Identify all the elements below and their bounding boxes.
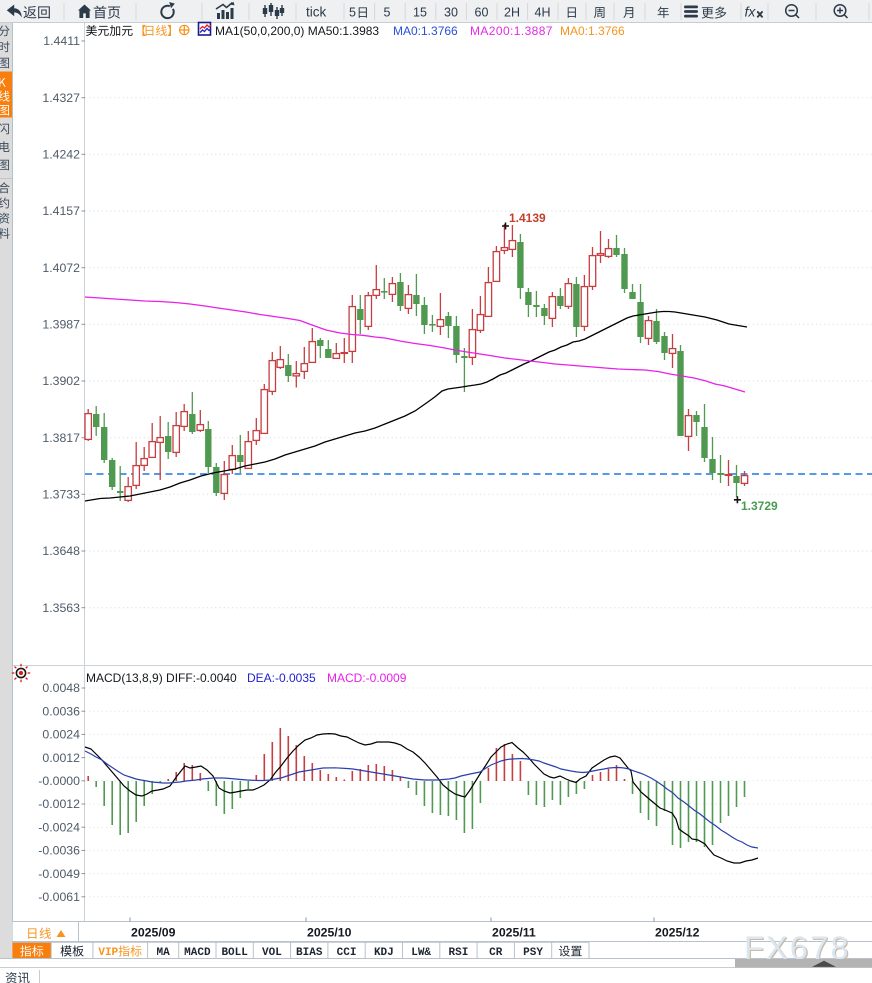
svg-text:1.3817: 1.3817 (42, 431, 80, 445)
svg-text:15: 15 (413, 6, 427, 20)
svg-text:1.4242: 1.4242 (42, 148, 80, 162)
svg-text:1.3729: 1.3729 (741, 499, 778, 513)
svg-text:30: 30 (444, 6, 458, 20)
svg-text:tick: tick (306, 5, 327, 20)
svg-text:0.0012: 0.0012 (42, 751, 80, 765)
svg-text:5: 5 (384, 6, 391, 20)
svg-text:5: 5 (349, 6, 356, 20)
svg-text:DEA:-0.0035: DEA:-0.0035 (247, 671, 316, 685)
svg-text:CR: CR (489, 947, 503, 959)
svg-text:0.0036: 0.0036 (42, 704, 80, 718)
svg-text:2H: 2H (504, 6, 520, 20)
svg-text:BIAS: BIAS (296, 947, 323, 959)
svg-text:-0.0036: -0.0036 (38, 844, 80, 858)
svg-text:0.0024: 0.0024 (42, 728, 80, 742)
svg-text:1.4327: 1.4327 (42, 91, 80, 105)
svg-text:4H: 4H (535, 6, 551, 20)
svg-text:2025/11: 2025/11 (492, 926, 536, 940)
svg-text:1.3987: 1.3987 (42, 318, 80, 332)
svg-text:-0.0024: -0.0024 (38, 820, 80, 834)
svg-text:MACD:-0.0009: MACD:-0.0009 (327, 671, 407, 685)
svg-text:-0.0049: -0.0049 (38, 867, 80, 881)
svg-text:0.0048: 0.0048 (42, 681, 80, 695)
svg-text:VOL: VOL (262, 947, 282, 959)
svg-text:RSI: RSI (449, 947, 469, 959)
svg-text:CCI: CCI (337, 947, 357, 959)
svg-text:MA0:1.3766: MA0:1.3766 (393, 24, 458, 38)
svg-text:MA0:1.3766: MA0:1.3766 (560, 24, 625, 38)
svg-text:1.4411: 1.4411 (43, 34, 80, 48)
svg-text:2025/10: 2025/10 (307, 926, 352, 940)
svg-text:KDJ: KDJ (374, 947, 394, 959)
svg-text:2025/12: 2025/12 (655, 926, 700, 940)
svg-text:LW&: LW& (411, 947, 431, 959)
svg-text:1.3648: 1.3648 (42, 544, 80, 558)
svg-text:-0.0000: -0.0000 (38, 774, 80, 788)
svg-text:-0.0061: -0.0061 (38, 890, 80, 904)
svg-text:1.4139: 1.4139 (509, 211, 546, 225)
svg-text:MA200:1.3887: MA200:1.3887 (470, 24, 553, 38)
svg-text:PSY: PSY (523, 947, 543, 959)
svg-text:-0.0012: -0.0012 (38, 797, 80, 811)
svg-text:BOLL: BOLL (221, 947, 248, 959)
svg-text:1.3563: 1.3563 (42, 601, 80, 615)
svg-text:1.4157: 1.4157 (42, 204, 80, 218)
svg-text:VIP: VIP (98, 947, 118, 959)
svg-text:MA: MA (157, 947, 171, 959)
svg-text:60: 60 (475, 6, 489, 20)
svg-text:MACD(13,8,9) DIFF:-0.0040: MACD(13,8,9) DIFF:-0.0040 (86, 671, 237, 685)
svg-text:2025/09: 2025/09 (131, 926, 176, 940)
svg-text:MACD: MACD (184, 947, 211, 959)
svg-text:1.3733: 1.3733 (42, 488, 80, 502)
svg-text:1.4072: 1.4072 (42, 261, 80, 275)
svg-text:1.3902: 1.3902 (42, 374, 80, 388)
svg-text:fx: fx (745, 4, 757, 20)
svg-text:MA1(50,0,200,0) MA50:1.3983: MA1(50,0,200,0) MA50:1.3983 (215, 24, 379, 38)
